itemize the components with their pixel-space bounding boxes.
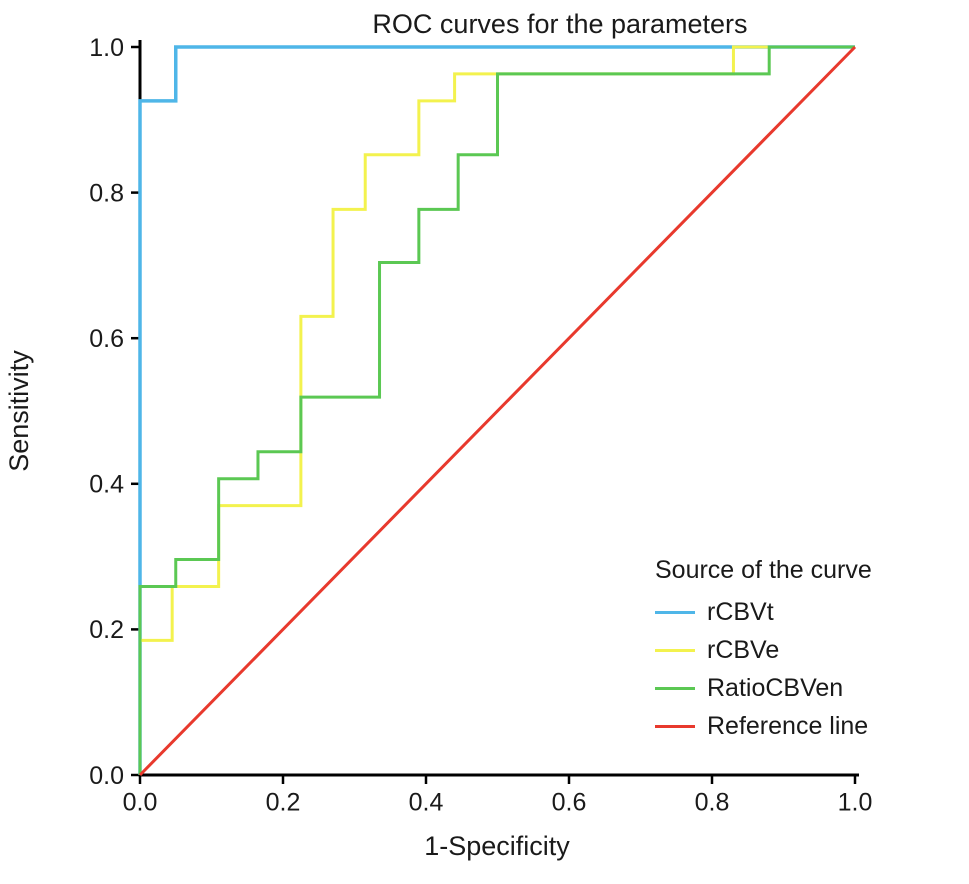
x-tick-label: 0.6 <box>552 789 587 817</box>
legend-label: rCBVt <box>707 597 774 626</box>
x-tick-label: 1.0 <box>838 789 873 817</box>
x-axis-label: 1-Specificity <box>424 831 570 861</box>
x-tick-label: 0.4 <box>409 789 444 817</box>
y-tick-label: 0.4 <box>89 471 124 499</box>
legend-label: RatioCBVen <box>707 673 844 702</box>
legend: Source of the curve rCBVt rCBVe RatioCBVen… <box>655 556 872 751</box>
legend-item-rcbvt: rCBVt <box>655 597 872 626</box>
y-tick-label: 0.2 <box>89 616 124 644</box>
axes-layer: 0.0 0.2 0.4 0.6 0.8 1.0 0.0 0.2 0.4 0.6 0.8 1.0 <box>89 34 872 817</box>
y-tick-label: 1.0 <box>89 34 124 62</box>
chart-title: ROC curves for the parameters <box>372 9 747 39</box>
legend-item-reference-line: Reference line <box>655 711 872 740</box>
curve-ratiocbven <box>138 45 855 775</box>
legend-label: Reference line <box>707 711 869 740</box>
curve-reference-line <box>138 45 857 777</box>
y-tick-label: 0.6 <box>89 325 124 353</box>
legend-swatch-icon <box>655 648 695 652</box>
y-axis-label: Sensitivity <box>4 350 34 472</box>
x-tick-label: 0.0 <box>123 789 158 817</box>
legend-swatch-icon <box>655 724 695 728</box>
legend-label: rCBVe <box>707 635 780 664</box>
legend-title: Source of the curve <box>655 556 872 584</box>
legend-swatch-icon <box>655 610 695 614</box>
legend-item-rcbve: rCBVe <box>655 635 872 664</box>
x-tick-label: 0.8 <box>695 789 730 817</box>
legend-items: rCBVt rCBVe RatioCBVen Reference line <box>655 597 872 740</box>
curve-rcbvt <box>138 45 855 775</box>
legend-swatch-icon <box>655 686 695 690</box>
y-tick-label: 0.0 <box>89 762 124 790</box>
legend-item-ratiocbven: RatioCBVen <box>655 673 872 702</box>
x-tick-label: 0.2 <box>266 789 301 817</box>
series-layer <box>138 45 857 777</box>
y-tick-label: 0.8 <box>89 179 124 207</box>
